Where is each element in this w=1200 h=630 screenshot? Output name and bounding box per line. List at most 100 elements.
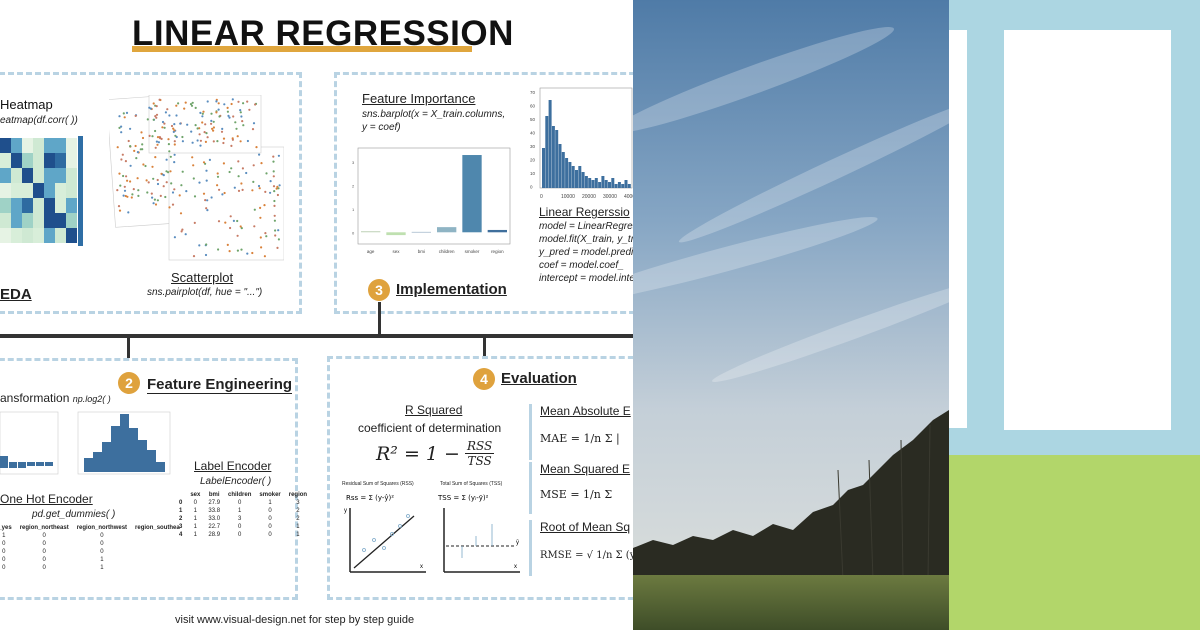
svg-text:1: 1	[352, 207, 355, 212]
step-4-badge: 4	[473, 368, 495, 390]
table-cell: 0	[2, 557, 6, 563]
table-header: bmi	[208, 492, 220, 498]
svg-text:10: 10	[530, 171, 536, 176]
table-cell: 0	[268, 524, 272, 530]
table-cell	[131, 564, 184, 572]
evaluation-label: Evaluation	[501, 370, 577, 387]
table-cell: 1	[238, 508, 242, 514]
lr-code-line: model = LinearRegress	[539, 221, 633, 232]
mse-formula: MSE = 1/n Σ	[540, 488, 613, 501]
fi-bar-smoker	[462, 155, 482, 233]
transformation-title: ansformation np.log2( )	[0, 391, 111, 406]
white-block-main	[1004, 30, 1171, 430]
table-cell: 1	[193, 524, 198, 530]
fi-bar-age	[361, 231, 381, 233]
mae-box: Mean Absolute E MAE = 1/n Σ |	[529, 404, 633, 460]
table-cell	[131, 556, 184, 564]
table-cell: 0	[2, 565, 6, 571]
svg-text:x: x	[420, 564, 423, 570]
table-cell: 0	[268, 508, 272, 514]
label-encoder-title: Label Encoder	[194, 459, 272, 473]
table-cell: 1	[296, 532, 300, 538]
lr-code-line: model.fit(X_train, y_tr	[539, 234, 633, 245]
table-row: 0 0 0	[0, 548, 184, 556]
fi-bar-children	[437, 227, 457, 233]
page-title: LINEAR REGRESSION	[132, 14, 514, 53]
table-cell: 0	[100, 533, 104, 539]
svg-text:30000: 30000	[603, 194, 617, 200]
svg-text:y: y	[344, 508, 347, 514]
heatmap-title: Heatmap	[0, 97, 53, 112]
color-block-panel	[949, 0, 1200, 630]
table-cell: 0	[42, 533, 46, 539]
table-header: region_northwest	[76, 525, 128, 531]
feature-importance-title: Feature Importance	[362, 91, 476, 106]
table-cell: 0	[238, 500, 242, 506]
fi-bar-bmi	[411, 231, 431, 233]
green-block	[949, 455, 1200, 630]
label-encoder-code: LabelEncoder( )	[200, 476, 272, 487]
table-cell: 0	[268, 516, 272, 522]
svg-text:40000: 40000	[624, 194, 633, 200]
table-cell: 1	[193, 508, 198, 514]
table-cell: 0	[2, 541, 6, 547]
landscape-svg	[633, 0, 949, 630]
table-cell: 0	[42, 549, 46, 555]
rmse-formula: RMSE = √ 1/n Σ (y	[540, 550, 633, 561]
table-cell: 0	[42, 557, 46, 563]
histogram-image: 0 10000 20000 30000 40000 70 60 50 40 30 20 10 0	[530, 87, 633, 200]
fi-tick-age: age	[367, 249, 375, 254]
table-cell: 0	[268, 532, 272, 538]
mse-box: Mean Squared E MSE = 1/n Σ	[529, 462, 633, 514]
table-cell	[131, 532, 184, 540]
table-cell: 3	[238, 516, 242, 522]
svg-text:0: 0	[540, 194, 543, 200]
svg-text:0: 0	[352, 230, 355, 235]
rss-sketch: Rss = Σ (y-ŷ)² x y	[344, 494, 426, 573]
fi-tick-region: region	[491, 249, 504, 254]
table-cell: 0	[193, 500, 198, 506]
rss-caption: Residual Sum of Squares (RSS)	[342, 481, 414, 487]
step-2-badge: 2	[118, 372, 140, 394]
linear-regression-code: model = LinearRegress model.fit(X_train, …	[539, 220, 633, 285]
table-row: 1 0 0	[0, 532, 184, 540]
svg-text:50: 50	[530, 117, 536, 122]
linear-regression-title: Linear Regerssio	[539, 205, 630, 219]
table-row: 3 1 22.7 0 0 1	[175, 523, 311, 531]
table-cell: 1	[2, 533, 6, 539]
label-encoder-table: sex bmi children smoker region 0 0 27.9 0 1 3 1 1 33.…	[175, 491, 311, 539]
table-cell: 1	[268, 500, 272, 506]
svg-text:40: 40	[530, 131, 536, 136]
mae-formula: MAE = 1/n Σ |	[540, 432, 620, 445]
transformation-label: ansformation	[0, 391, 70, 405]
svg-text:3: 3	[352, 160, 355, 165]
tss-sketch: TSS = Σ (yᵢ-ȳ)² x ȳ	[437, 494, 520, 573]
footer-text: visit www.visual-design.net for step by …	[175, 614, 415, 626]
timeline-line	[0, 334, 633, 338]
table-cell: 0	[42, 541, 46, 547]
implementation-panel	[334, 72, 633, 314]
table-cell: 2	[296, 516, 300, 522]
svg-text:20: 20	[530, 158, 536, 163]
one-hot-title: One Hot Encoder	[0, 492, 93, 506]
svg-text:2: 2	[352, 183, 355, 188]
table-header: region	[288, 492, 308, 498]
transformation-histograms	[0, 411, 171, 475]
table-cell: 0	[238, 532, 242, 538]
r2-title: R Squared	[405, 403, 463, 417]
svg-text:30: 30	[530, 144, 536, 149]
svg-text:10000: 10000	[561, 194, 575, 200]
svg-text:x: x	[514, 564, 517, 570]
feature-engineering-label: Feature Engineering	[147, 376, 293, 394]
feature-importance-code: sns.barplot(x = X_train.columns, y = coe…	[362, 109, 506, 133]
table-cell: 0	[42, 565, 46, 571]
one-hot-code: pd.get_dummies( )	[32, 509, 116, 520]
fi-tick-bmi: bmi	[418, 249, 425, 254]
table-cell: 33.0	[208, 516, 221, 522]
svg-text:0: 0	[530, 185, 533, 190]
table-cell: 2	[296, 508, 300, 514]
pairplot-image	[109, 95, 284, 261]
table-cell: 0	[2, 549, 6, 555]
feature-importance-chart: 0 1 2 3 age sex bmi children smoker region	[352, 147, 511, 254]
table-row: 0 0 1	[0, 556, 184, 564]
